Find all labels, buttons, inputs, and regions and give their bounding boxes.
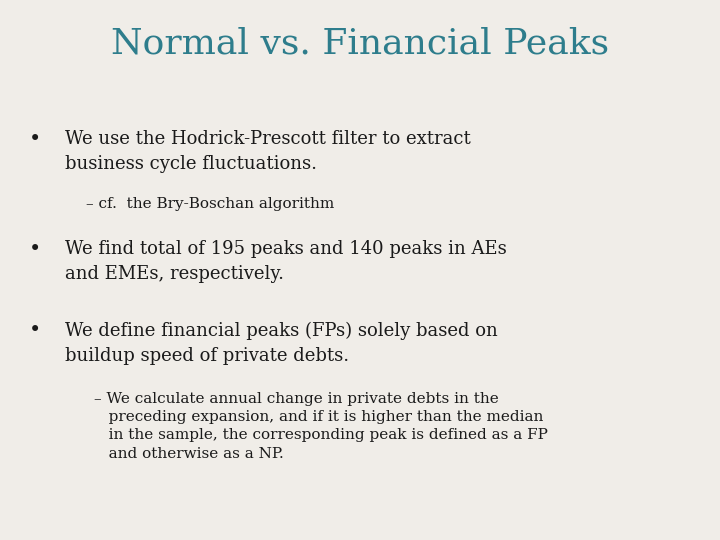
Text: •: •	[29, 321, 41, 340]
Text: We define financial peaks (FPs) solely based on
buildup speed of private debts.: We define financial peaks (FPs) solely b…	[65, 321, 498, 365]
Text: We find total of 195 peaks and 140 peaks in AEs
and EMEs, respectively.: We find total of 195 peaks and 140 peaks…	[65, 240, 507, 284]
Text: •: •	[29, 130, 41, 148]
Text: •: •	[29, 240, 41, 259]
Text: – cf.  the Bry-Boschan algorithm: – cf. the Bry-Boschan algorithm	[86, 197, 335, 211]
Text: – We calculate annual change in private debts in the
   preceding expansion, and: – We calculate annual change in private …	[94, 392, 547, 461]
Text: Normal vs. Financial Peaks: Normal vs. Financial Peaks	[111, 27, 609, 61]
Text: We use the Hodrick-Prescott filter to extract
business cycle fluctuations.: We use the Hodrick-Prescott filter to ex…	[65, 130, 471, 173]
